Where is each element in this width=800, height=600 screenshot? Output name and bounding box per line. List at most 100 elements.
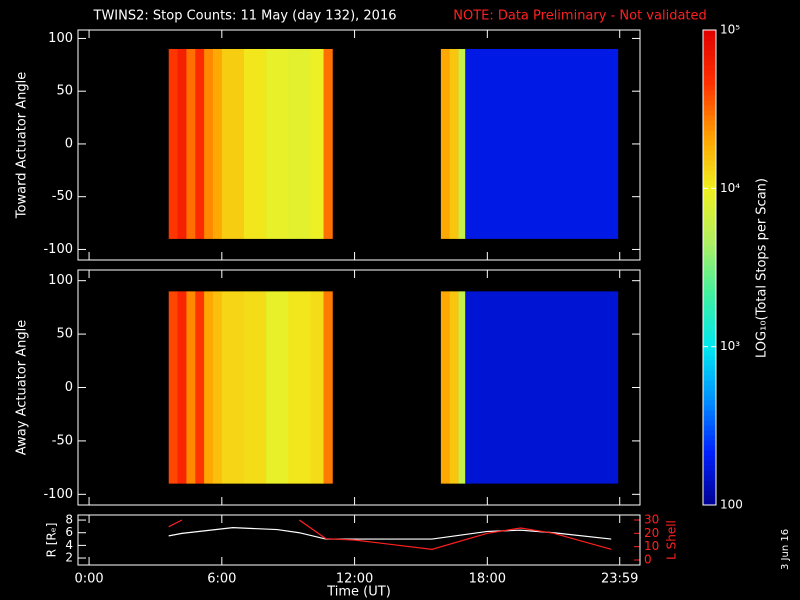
heatmap-cell — [288, 48, 311, 239]
colorbar-cell — [703, 270, 716, 276]
colorbar-cell — [703, 205, 716, 211]
y-tick-label: 100 — [48, 31, 73, 46]
colorbar-frame — [702, 29, 717, 506]
colorbar-cell — [703, 500, 716, 506]
colorbar-cell — [703, 360, 716, 366]
colorbar-cell — [703, 495, 716, 501]
heatmap-cell — [440, 291, 451, 484]
colorbar-cell — [703, 390, 716, 396]
colorbar-cell — [703, 315, 716, 321]
colorbar-cell — [703, 420, 716, 426]
colorbar-cell — [703, 250, 716, 256]
heatmap-cell — [323, 291, 333, 484]
colorbar-cell — [703, 245, 716, 251]
colorbar-cell — [703, 300, 716, 306]
colorbar-cell — [703, 435, 716, 441]
y2-tick-label: 0 — [644, 553, 652, 567]
colorbar-tick-label: 10⁵ — [720, 23, 740, 37]
heatmap-cell — [204, 291, 214, 484]
heatmap-cell — [458, 48, 466, 239]
heatmap-cell — [177, 291, 187, 484]
colorbar-cell — [703, 85, 716, 91]
line — [168, 527, 612, 540]
x-tick-label: 0:00 — [74, 572, 103, 587]
y-label: Away Actuator Angle — [15, 320, 30, 455]
heatmap-cell — [323, 48, 333, 239]
colorbar-cell — [703, 50, 716, 56]
colorbar-cell — [703, 380, 716, 386]
colorbar-cell — [703, 120, 716, 126]
colorbar-cell — [703, 155, 716, 161]
heatmap-cell — [212, 291, 223, 484]
colorbar-cell — [703, 75, 716, 81]
colorbar-cell — [703, 190, 716, 196]
colorbar-cell — [703, 330, 716, 336]
heatmap-cell — [449, 291, 459, 484]
colorbar-cell — [703, 105, 716, 111]
heatmap-cell — [195, 48, 205, 239]
colorbar-cell — [703, 215, 716, 221]
y-tick-label: 8 — [65, 513, 73, 527]
colorbar-cell — [703, 200, 716, 206]
colorbar-cell — [703, 335, 716, 341]
colorbar-cell — [703, 305, 716, 311]
y-tick-label: 50 — [56, 327, 73, 342]
colorbar-cell — [703, 70, 716, 76]
y-tick-label: 6 — [65, 525, 73, 539]
colorbar-cell — [703, 30, 716, 36]
y-tick-label: 0 — [65, 380, 73, 395]
colorbar-cell — [703, 490, 716, 496]
colorbar-cell — [703, 240, 716, 246]
heatmap-cell — [449, 48, 459, 239]
colorbar-cell — [703, 175, 716, 181]
y-tick-label: 50 — [56, 84, 73, 99]
y2-tick-label: 20 — [644, 526, 659, 540]
heatmap-cell — [465, 48, 619, 239]
x-tick-label: 18:00 — [469, 572, 506, 587]
heatmap-cell — [310, 291, 324, 484]
y-tick-label: -50 — [52, 433, 73, 448]
colorbar-cell — [703, 220, 716, 226]
y-tick-label: -50 — [52, 189, 73, 204]
heatmap-cell — [243, 291, 267, 484]
colorbar-cell — [703, 400, 716, 406]
colorbar-label: LOG₁₀(Total Stops per Scan) — [755, 178, 770, 358]
colorbar-cell — [703, 260, 716, 266]
heatmap-cell — [243, 48, 267, 239]
colorbar-cell — [703, 455, 716, 461]
colorbar-cell — [703, 375, 716, 381]
x-tick-label: 6:00 — [207, 572, 236, 587]
colorbar-cell — [703, 485, 716, 491]
y-tick-label: 2 — [65, 551, 73, 565]
colorbar-cell — [703, 110, 716, 116]
colorbar-cell — [703, 440, 716, 446]
colorbar-cell — [703, 355, 716, 361]
y-tick-label: -100 — [43, 487, 73, 502]
colorbar-cell — [703, 170, 716, 176]
colorbar-cell — [703, 320, 716, 326]
colorbar-cell — [703, 430, 716, 436]
colorbar-cell — [703, 135, 716, 141]
heatmap-cell — [168, 48, 178, 239]
colorbar-cell — [703, 195, 716, 201]
colorbar-cell — [703, 350, 716, 356]
y2-label: L Shell — [665, 520, 679, 560]
colorbar-cell — [703, 465, 716, 471]
colorbar-cell — [703, 445, 716, 451]
heatmap-cell — [204, 48, 214, 239]
colorbar-cell — [703, 235, 716, 241]
heatmap-cell — [195, 291, 205, 484]
colorbar-tick-label: 100 — [720, 498, 743, 512]
colorbar-cell — [703, 210, 716, 216]
colorbar-cell — [703, 90, 716, 96]
colorbar-cell — [703, 450, 716, 456]
y2-tick-label: 30 — [644, 513, 659, 527]
colorbar-cell — [703, 165, 716, 171]
x-label: Time (UT) — [326, 585, 391, 600]
colorbar-cell — [703, 480, 716, 486]
colorbar-cell — [703, 140, 716, 146]
colorbar-cell — [703, 255, 716, 261]
line — [298, 519, 612, 550]
heatmap-cell — [221, 48, 245, 239]
